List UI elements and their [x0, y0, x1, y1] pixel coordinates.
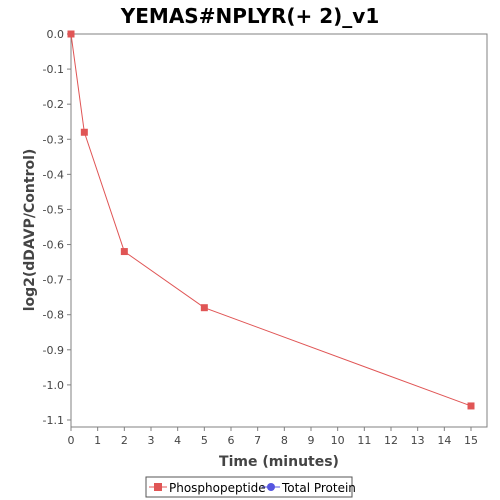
data-point-phosphopeptide	[467, 402, 475, 410]
data-point-phosphopeptide	[67, 30, 75, 38]
y-tick-label: -0.8	[43, 309, 64, 322]
x-tick-label: 0	[68, 434, 75, 447]
x-tick-label: 2	[121, 434, 128, 447]
x-tick-label: 13	[411, 434, 425, 447]
y-tick-label: -0.9	[43, 344, 64, 357]
y-tick-label: -1.0	[43, 379, 64, 392]
y-tick-label: -0.5	[43, 203, 64, 216]
x-tick-label: 7	[254, 434, 261, 447]
x-tick-label: 12	[384, 434, 398, 447]
legend-item-total-protein: Total Protein	[262, 481, 356, 495]
y-tick-label: -0.4	[43, 168, 64, 181]
x-tick-label: 1	[94, 434, 101, 447]
x-tick-label: 3	[148, 434, 155, 447]
x-tick-label: 15	[464, 434, 478, 447]
x-tick-label: 8	[281, 434, 288, 447]
y-axis-label: log2(dDAVP/Control)	[22, 149, 38, 312]
x-tick-label: 10	[331, 434, 345, 447]
x-tick-label: 5	[201, 434, 208, 447]
x-axis: 0 1 2 3 4 5 6 7 8 9 10 11 12 13 14 15	[68, 427, 478, 447]
x-tick-label: 4	[174, 434, 181, 447]
y-tick-label: -0.6	[43, 239, 64, 252]
legend-label-total-protein: Total Protein	[281, 481, 356, 495]
series-layer	[67, 30, 475, 410]
data-point-phosphopeptide	[80, 128, 88, 136]
data-point-phosphopeptide	[200, 304, 208, 312]
y-tick-label: -0.1	[43, 63, 64, 76]
y-axis: 0.0 -0.1 -0.2 -0.3 -0.4 -0.5 -0.6 -0.7 -0.8 -0.9 -…	[43, 28, 71, 427]
x-axis-label: Time (minutes)	[219, 454, 339, 470]
y-tick-label: -0.2	[43, 98, 64, 111]
x-tick-label: 9	[308, 434, 315, 447]
x-tick-label: 6	[228, 434, 235, 447]
y-tick-label: -0.7	[43, 274, 64, 287]
y-tick-label: 0.0	[47, 28, 65, 41]
plot-area	[70, 33, 488, 428]
legend-marker-total-protein	[267, 483, 275, 491]
x-tick-label: 11	[357, 434, 371, 447]
y-tick-label: -0.3	[43, 133, 64, 146]
legend: Phosphopeptide Total Protein	[145, 476, 356, 498]
legend-label-phosphopeptide: Phosphopeptide	[169, 481, 266, 495]
legend-item-phosphopeptide: Phosphopeptide	[149, 481, 266, 495]
chart-title: YEMAS#NPLYR(+ 2)_v1	[120, 4, 379, 28]
x-tick-label: 14	[437, 434, 451, 447]
y-tick-label: -1.1	[43, 414, 64, 427]
legend-box	[145, 476, 353, 498]
data-point-phosphopeptide	[120, 248, 128, 256]
legend-marker-phosphopeptide	[154, 483, 162, 491]
